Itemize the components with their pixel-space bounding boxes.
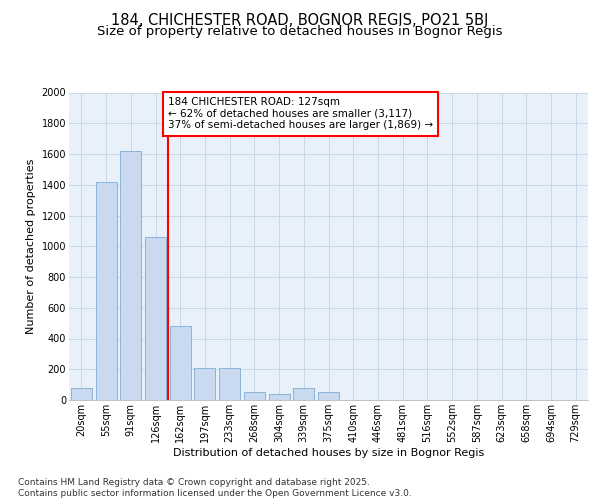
X-axis label: Distribution of detached houses by size in Bognor Regis: Distribution of detached houses by size … (173, 448, 484, 458)
Text: Contains HM Land Registry data © Crown copyright and database right 2025.
Contai: Contains HM Land Registry data © Crown c… (18, 478, 412, 498)
Bar (219, 368, 240, 400)
Bar (244, 392, 265, 400)
Bar (145, 237, 166, 400)
Bar (120, 151, 141, 400)
Text: Size of property relative to detached houses in Bognor Regis: Size of property relative to detached ho… (97, 25, 503, 38)
Text: 184, CHICHESTER ROAD, BOGNOR REGIS, PO21 5BJ: 184, CHICHESTER ROAD, BOGNOR REGIS, PO21… (112, 12, 488, 28)
Bar (95, 182, 116, 400)
Bar (318, 392, 339, 400)
Bar (194, 368, 215, 400)
Text: 184 CHICHESTER ROAD: 127sqm
← 62% of detached houses are smaller (3,117)
37% of : 184 CHICHESTER ROAD: 127sqm ← 62% of det… (168, 97, 433, 130)
Bar (293, 388, 314, 400)
Y-axis label: Number of detached properties: Number of detached properties (26, 158, 36, 334)
Bar (170, 326, 191, 400)
Bar (269, 394, 290, 400)
Bar (71, 388, 92, 400)
